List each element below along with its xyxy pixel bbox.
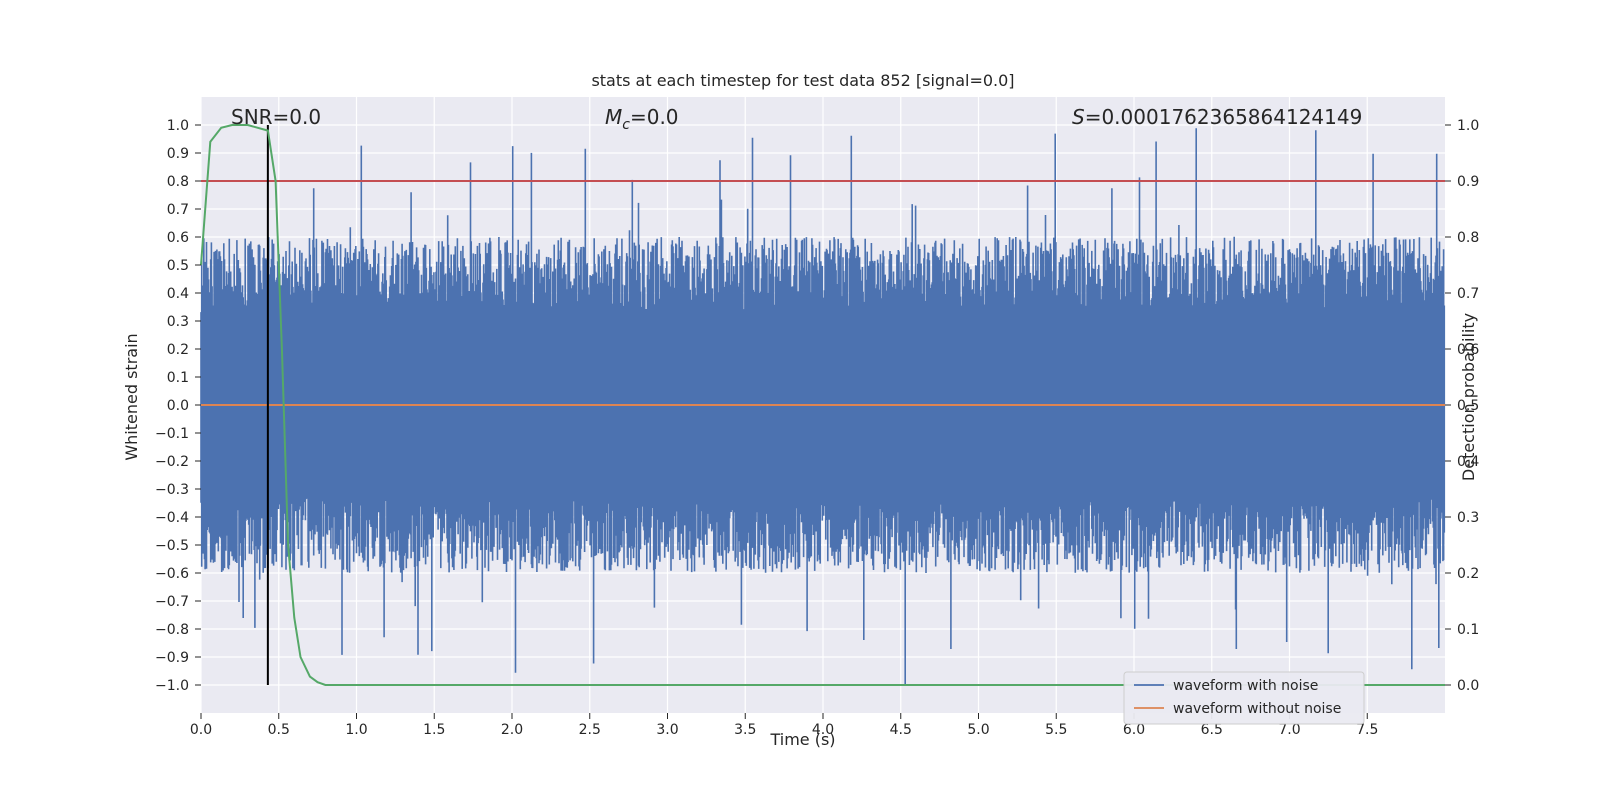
- y2-tick-label: 0.3: [1457, 510, 1479, 526]
- waveform-with-noise-line: [200, 128, 1446, 685]
- legend-label-noise: waveform with noise: [1173, 678, 1318, 694]
- y-tick-label: 0.8: [167, 174, 189, 190]
- s-value: =0.0001762365864124149: [1085, 105, 1363, 129]
- x-tick-label: 7.5: [1356, 722, 1378, 738]
- s-annotation: S=0.0001762365864124149: [1072, 105, 1362, 129]
- x-tick-label: 0.5: [268, 722, 290, 738]
- chirp-mass-value: =0.0: [630, 105, 679, 129]
- y-tick-label: −0.4: [155, 510, 189, 526]
- y-tick-label: 0.3: [167, 314, 189, 330]
- y-axis-label: Whitened strain: [122, 333, 141, 460]
- legend: waveform with noise waveform without noi…: [1123, 671, 1365, 725]
- y-tick-label: 0.7: [167, 202, 189, 218]
- y2-tick-label: 1.0: [1457, 118, 1479, 134]
- y2-tick-label: 0.0: [1457, 678, 1479, 694]
- y-tick-label: −1.0: [155, 678, 189, 694]
- chirp-mass-subscript: c: [622, 117, 630, 133]
- y-tick-label: −0.8: [155, 622, 189, 638]
- y-tick-label: −0.7: [155, 594, 189, 610]
- y2-tick-label: 0.4: [1457, 454, 1479, 470]
- s-symbol: S: [1072, 105, 1085, 129]
- legend-label-clean: waveform without noise: [1173, 701, 1341, 717]
- x-tick-label: 1.5: [423, 722, 445, 738]
- y-tick-label: −0.3: [155, 482, 189, 498]
- y2-tick-label: 0.8: [1457, 230, 1479, 246]
- legend-box: [1123, 671, 1365, 725]
- x-axis-label: Time (s): [769, 730, 835, 749]
- y2-tick-label: 0.9: [1457, 174, 1479, 190]
- x-tick-label: 7.0: [1278, 722, 1300, 738]
- y-tick-label: 0.5: [167, 258, 189, 274]
- x-tick-label: 1.0: [345, 722, 367, 738]
- y-tick-label: −0.9: [155, 650, 189, 666]
- chirp-mass-symbol: M: [605, 105, 622, 129]
- x-tick-label: 3.5: [734, 722, 756, 738]
- chirp-mass-annotation: Mc=0.0: [605, 105, 679, 133]
- y-tick-label: 0.6: [167, 230, 189, 246]
- y-tick-label: 0.1: [167, 370, 189, 386]
- x-tick-label: 2.0: [501, 722, 523, 738]
- x-tick-label: 4.0: [812, 722, 834, 738]
- x-tick-label: 5.0: [967, 722, 989, 738]
- y2-axis-label: Detection probability: [1459, 313, 1478, 481]
- x-tick-label: 6.0: [1123, 722, 1145, 738]
- detection-probability-line: [200, 124, 1445, 686]
- y-tick-label: −0.5: [155, 538, 189, 554]
- y-tick-label: 0.0: [167, 398, 189, 414]
- y2-axis-ticks: 1.0 0.9 0.8 0.7 0.6 0.5 0.4 0.3 0.2 0.1 0.0: [1445, 118, 1479, 694]
- y-tick-label: −0.2: [155, 454, 189, 470]
- y2-tick-label: 0.1: [1457, 622, 1479, 638]
- y-tick-label: 0.2: [167, 342, 189, 358]
- y2-tick-label: 0.7: [1457, 286, 1479, 302]
- x-tick-label: 4.5: [890, 722, 912, 738]
- y2-tick-label: 0.6: [1457, 342, 1479, 358]
- x-tick-label: 0.0: [190, 722, 212, 738]
- y-tick-label: −0.6: [155, 566, 189, 582]
- y2-tick-label: 0.2: [1457, 566, 1479, 582]
- waveform-with-noise-series: [200, 128, 1446, 685]
- x-tick-label: 6.5: [1201, 722, 1223, 738]
- y-tick-label: 0.9: [167, 146, 189, 162]
- x-tick-label: 3.0: [656, 722, 678, 738]
- chart-title: stats at each timestep for test data 852…: [591, 71, 1014, 90]
- x-axis-ticks: 0.0 0.5 1.0 1.5 2.0 2.5 3.0 3.5 4.0 4.5 5.0 5.5 6.0 6…: [190, 713, 1378, 738]
- overlay-series: [200, 124, 1445, 686]
- y-axis-ticks: 1.0 0.9 0.8 0.7 0.6 0.5 0.4 0.3 0.2 0.1 0.0 −0.1 −0.…: [155, 118, 201, 694]
- y-tick-label: −0.1: [155, 426, 189, 442]
- snr-annotation: SNR=0.0: [231, 105, 321, 129]
- x-tick-label: 2.5: [579, 722, 601, 738]
- y-tick-label: 0.4: [167, 286, 189, 302]
- y2-tick-label: 0.5: [1457, 398, 1479, 414]
- x-tick-label: 5.5: [1045, 722, 1067, 738]
- y-tick-label: 1.0: [167, 118, 189, 134]
